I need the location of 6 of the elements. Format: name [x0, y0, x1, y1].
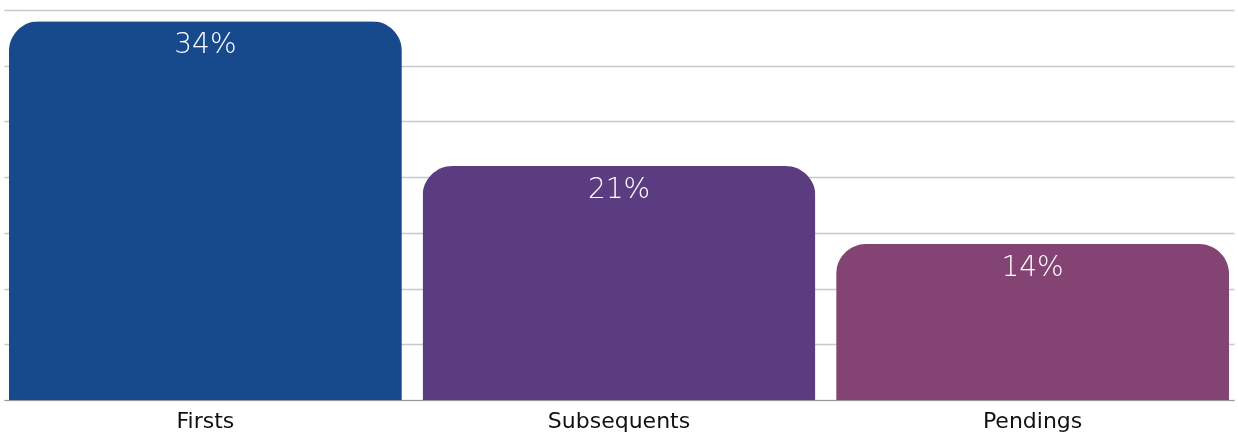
- x-tick-label: Firsts: [176, 407, 235, 433]
- data-label: 21%: [587, 172, 651, 205]
- x-tick-label: Pendings: [982, 407, 1083, 433]
- data-label: 34%: [174, 27, 237, 61]
- data-label: 14%: [1001, 250, 1064, 283]
- x-tick-label: Subsequents: [547, 407, 691, 433]
